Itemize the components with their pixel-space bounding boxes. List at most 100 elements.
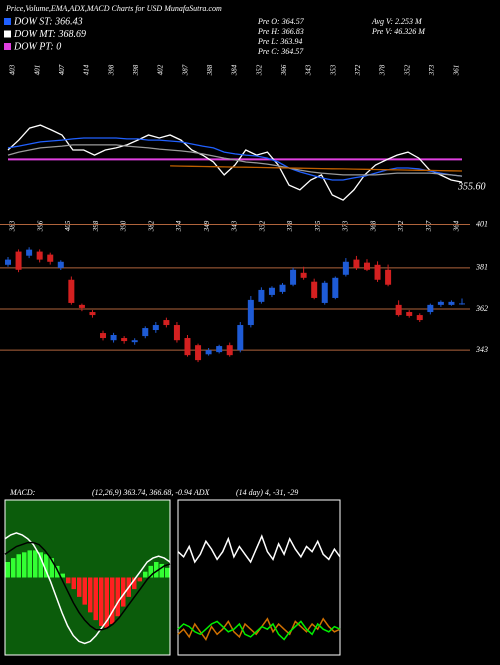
candle-body — [100, 333, 107, 339]
peak-label: 353 — [329, 64, 337, 76]
histogram-bar — [60, 573, 65, 578]
series-line — [7, 124, 463, 201]
candle-body — [321, 282, 328, 303]
legend-swatch — [4, 43, 11, 50]
candle-body — [47, 254, 54, 262]
series-line — [177, 620, 341, 641]
page-title: Price,Volume,EMA,ADX,MACD Charts for USD… — [5, 4, 222, 13]
peak-label: 378 — [286, 220, 294, 232]
histogram-bar — [22, 552, 27, 578]
histogram-bar — [77, 577, 82, 597]
candle-body — [184, 338, 191, 356]
histogram-bar — [137, 577, 142, 582]
peak-label: 343 — [305, 64, 313, 76]
candle-body — [416, 315, 423, 321]
candle-body — [332, 277, 339, 298]
peak-label: 407 — [58, 64, 66, 75]
peak-label: 398 — [107, 64, 115, 76]
candle-body — [26, 249, 33, 256]
peak-label: 398 — [132, 64, 140, 76]
histogram-bar — [143, 571, 148, 578]
histogram-bar — [159, 563, 164, 578]
peak-label: 384 — [231, 64, 239, 76]
candle-body — [173, 325, 180, 341]
candle-body — [68, 279, 75, 303]
info-text: Pre O: 364.57 — [257, 17, 305, 26]
candle-body — [459, 303, 465, 305]
peak-label: 352 — [255, 64, 263, 76]
series-line — [4, 541, 171, 631]
peak-label: 414 — [83, 64, 91, 75]
info-text: Avg V: 2.253 M — [371, 17, 423, 26]
info-text: Pre V: 46.326 M — [371, 27, 426, 36]
histogram-bar — [99, 577, 104, 626]
peak-label: 377 — [425, 220, 433, 232]
y-tick-label: 401 — [476, 219, 488, 228]
histogram-bar — [44, 554, 49, 578]
peak-label: 382 — [147, 220, 155, 232]
series-line — [4, 532, 171, 645]
candle-body — [268, 287, 275, 295]
candle-body — [78, 304, 85, 308]
peak-label: 364 — [453, 220, 461, 232]
panel-title: (14 day) 4, -31, -29 — [236, 488, 298, 497]
candle-body — [427, 304, 434, 313]
candle-body — [353, 259, 360, 268]
peak-label: 396 — [36, 220, 44, 232]
peak-label: 352 — [403, 64, 411, 76]
histogram-bar — [132, 577, 137, 590]
peak-label: 366 — [280, 64, 288, 76]
info-text: Pre H: 366.83 — [257, 27, 304, 36]
legend-label: DOW MT: 368.69 — [13, 29, 86, 40]
candle-body — [131, 340, 138, 343]
peak-label: 388 — [206, 64, 214, 76]
peak-label: 373 — [428, 64, 436, 76]
panel-frame — [4, 499, 171, 656]
info-text: Pre L: 363.94 — [257, 37, 302, 46]
legend-label: DOW PT: 0 — [13, 41, 61, 52]
candle-body — [110, 335, 117, 341]
histogram-bar — [104, 577, 109, 628]
candle-body — [226, 345, 233, 356]
candle-body — [374, 264, 381, 280]
peak-label: 398 — [92, 220, 100, 232]
histogram-bar — [66, 577, 71, 584]
candle-body — [142, 328, 149, 337]
candle-body — [152, 325, 159, 331]
candle-body — [342, 261, 349, 275]
peak-label: 352 — [258, 220, 266, 232]
histogram-bar — [11, 558, 16, 578]
panel-subtitle: (12,26,9) 363.74, 366.68, -0.94 ADX — [92, 488, 211, 497]
series-line — [7, 144, 463, 177]
candle-body — [437, 301, 444, 305]
candle-body — [406, 312, 413, 316]
peak-label: 372 — [397, 220, 405, 232]
histogram-bar — [33, 550, 38, 578]
histogram-bar — [154, 562, 159, 578]
histogram-bar — [93, 577, 98, 621]
candle-body — [258, 289, 265, 302]
peak-label: 402 — [157, 64, 165, 75]
candle-body — [385, 269, 392, 285]
histogram-bar — [110, 577, 115, 624]
legend-swatch — [4, 18, 11, 25]
histogram-bar — [5, 562, 10, 578]
peak-label: 368 — [369, 220, 377, 232]
histogram-bar — [165, 567, 170, 578]
peak-label: 390 — [120, 220, 128, 232]
info-text: Pre C: 364.57 — [257, 47, 304, 56]
candle-body — [279, 284, 286, 292]
histogram-bar — [16, 554, 21, 578]
y-tick-label: 362 — [475, 304, 488, 313]
histogram-bar — [49, 558, 54, 578]
candle-body — [163, 320, 170, 326]
panel-title: MACD: — [9, 488, 36, 497]
last-price-label: 355.60 — [457, 181, 486, 192]
peak-label: 372 — [354, 64, 362, 76]
candle-body — [363, 262, 370, 270]
histogram-bar — [148, 565, 153, 578]
peak-label: 387 — [181, 64, 189, 76]
histogram-bar — [121, 577, 126, 607]
